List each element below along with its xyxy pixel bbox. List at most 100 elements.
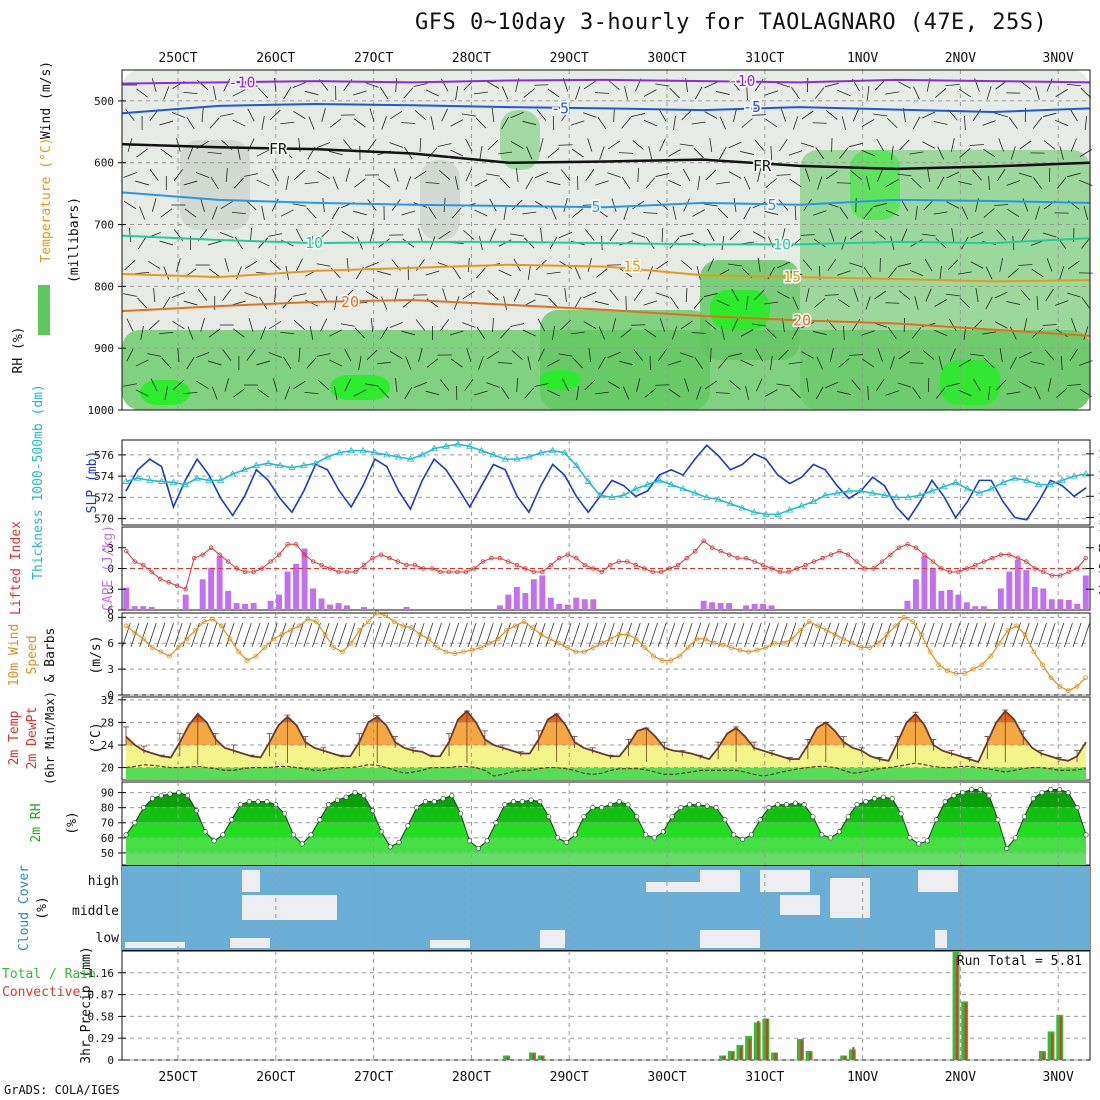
wind-barb (379, 86, 389, 100)
lifted-index-line (125, 540, 1087, 590)
wind-barb (656, 260, 669, 270)
wind-barb (1012, 622, 1021, 648)
thickness-point (548, 446, 557, 454)
wind-barb (316, 142, 331, 148)
wind-barb (899, 139, 910, 151)
lifted-index-point (964, 566, 970, 571)
wind-barb (849, 262, 863, 268)
wind-barb (958, 359, 972, 367)
wind-speed-point (720, 642, 726, 648)
lifted-index-point (769, 566, 774, 571)
wind-barb (1008, 117, 1018, 129)
wind-barb (841, 116, 846, 130)
wind-barb (268, 143, 283, 147)
date-label-bottom: 2NOV (945, 1070, 976, 1085)
precip-convective-bar (809, 1052, 812, 1060)
rh-axis-label: 2m RH (29, 803, 44, 842)
cloud-block-high (646, 882, 736, 892)
isotherm-line (121, 102, 1091, 115)
isotherm-label: 15 (783, 268, 801, 286)
lifted-index-point (608, 562, 613, 568)
wind-barb (381, 622, 390, 648)
wind-barb (233, 328, 245, 338)
isotherm-label: 20 (341, 293, 359, 311)
thickness-point (311, 459, 320, 466)
rh-shading (330, 375, 390, 400)
wind-speed-point (1048, 675, 1054, 681)
thickness-point (560, 448, 569, 456)
wind-barb (413, 382, 428, 388)
rh-shading (940, 360, 1000, 405)
cloud-block-high (918, 870, 958, 892)
cape-bar (1082, 575, 1089, 610)
rh-tick-label: 60 (101, 832, 114, 845)
lifted-index-point (183, 587, 188, 592)
thickness-point (1070, 472, 1078, 479)
wind-barb (925, 288, 932, 302)
wind-barb (877, 168, 884, 182)
wind-speed-point (158, 649, 164, 655)
lifted-index-point (922, 552, 927, 557)
wind-speed-point (659, 658, 665, 663)
wind-barb (958, 389, 972, 397)
wind-barb (611, 198, 617, 212)
wind-barb (570, 120, 585, 126)
wind-barb (1046, 258, 1053, 272)
wind-barb (492, 317, 494, 333)
precip-convective-bar (722, 1056, 725, 1060)
lifted-index-point (259, 566, 265, 571)
thickness-point (975, 489, 984, 496)
wind-barb (260, 326, 266, 340)
wind-barb (425, 182, 440, 184)
slp-panel-frame (121, 439, 1091, 526)
wind-barb (367, 199, 377, 211)
slp-panel (122, 440, 1090, 525)
cape-tick-label: 1080 (1098, 521, 1100, 534)
wind-barb (293, 380, 306, 390)
wind-barb (498, 362, 513, 364)
wind-unit-label: (m/s) (89, 635, 104, 674)
thickness-point (347, 446, 355, 454)
wind-barb (1084, 115, 1088, 131)
cape-tick-label: 540 (1098, 563, 1100, 576)
cloud-block-low (935, 930, 947, 948)
precip-convective-bar (852, 1047, 855, 1060)
rh-point (581, 814, 587, 820)
cape-bar (726, 603, 733, 610)
cape-bar (505, 594, 512, 610)
temp-tick-label: 28 (101, 716, 114, 729)
wind-tick-label: 0 (107, 689, 114, 702)
wind-barb (752, 323, 767, 327)
precip-tick-label: 0.29 (88, 1032, 115, 1045)
wind-barb (1007, 268, 1019, 278)
wind-barb (681, 109, 692, 121)
wind-speed-point (651, 653, 656, 659)
wind-barb (719, 116, 727, 130)
wind-barb (1031, 268, 1044, 278)
precip-convective-bar (731, 1052, 734, 1060)
wind-barb (633, 289, 643, 301)
wind-barb (550, 206, 557, 220)
wind-barb (680, 260, 693, 270)
rh-shading (540, 370, 580, 390)
wind-barb (934, 329, 948, 337)
wind-barb (1022, 198, 1029, 212)
wind-barb (1064, 622, 1073, 648)
wind-barb (873, 622, 883, 648)
lifted-index-point (650, 569, 655, 575)
thickness-tick-label: 574 (94, 470, 114, 483)
isotherm-label: -5 (551, 99, 569, 117)
temp-band (126, 711, 1086, 723)
date-label-bottom: 30OCT (647, 1070, 686, 1085)
wind-barb (701, 622, 710, 648)
wind-barb (329, 359, 343, 367)
wind-barb (258, 87, 269, 99)
wind-barb (525, 176, 534, 190)
wind-barb (182, 622, 192, 648)
rh-point (766, 805, 772, 811)
wind-barb (757, 258, 761, 272)
rh-shading (850, 150, 900, 220)
isotherm-label: 5 (591, 198, 600, 216)
wind-barb (343, 139, 353, 151)
wind-barb (540, 228, 543, 242)
